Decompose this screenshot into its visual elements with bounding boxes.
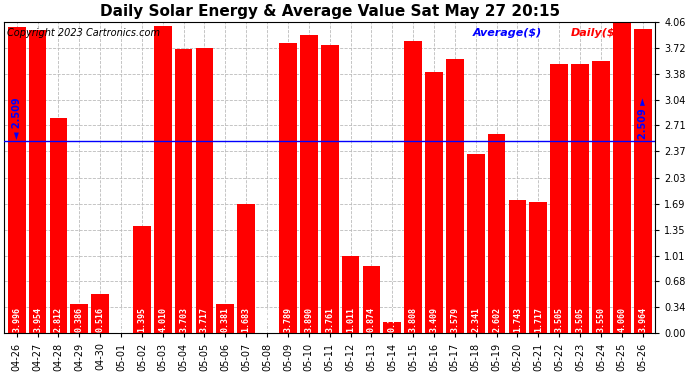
Bar	[154, 26, 172, 333]
Text: 3.890: 3.890	[304, 307, 313, 332]
Bar	[529, 202, 547, 333]
Bar	[384, 322, 401, 333]
Text: 3.579: 3.579	[451, 307, 460, 332]
Bar	[321, 45, 339, 333]
Text: 0.386: 0.386	[75, 307, 83, 332]
Text: 3.761: 3.761	[325, 307, 334, 332]
Text: 3.550: 3.550	[596, 307, 605, 332]
Text: 2.341: 2.341	[471, 307, 480, 332]
Bar	[592, 61, 610, 333]
Bar	[613, 22, 631, 333]
Bar	[509, 200, 526, 333]
Text: 4.010: 4.010	[158, 307, 167, 332]
Bar	[237, 204, 255, 333]
Bar	[50, 117, 68, 333]
Text: 3.703: 3.703	[179, 307, 188, 332]
Bar	[342, 256, 359, 333]
Text: 3.964: 3.964	[638, 307, 647, 332]
Text: 1.717: 1.717	[534, 307, 543, 332]
Bar	[175, 49, 193, 333]
Text: 3.789: 3.789	[284, 307, 293, 332]
Bar	[195, 48, 213, 333]
Bar	[551, 64, 568, 333]
Bar	[8, 27, 26, 333]
Text: 2.602: 2.602	[492, 307, 501, 332]
Bar	[446, 58, 464, 333]
Text: 1.683: 1.683	[241, 307, 250, 332]
Bar	[467, 154, 484, 333]
Bar	[488, 134, 506, 333]
Text: Daily($): Daily($)	[571, 28, 620, 38]
Bar	[362, 266, 380, 333]
Text: 3.954: 3.954	[33, 307, 42, 332]
Text: 0.874: 0.874	[367, 307, 376, 332]
Title: Daily Solar Energy & Average Value Sat May 27 20:15: Daily Solar Energy & Average Value Sat M…	[99, 4, 560, 19]
Text: Average($): Average($)	[473, 28, 542, 38]
Text: 0.381: 0.381	[221, 307, 230, 332]
Text: 3.717: 3.717	[200, 307, 209, 332]
Text: Copyright 2023 Cartronics.com: Copyright 2023 Cartronics.com	[8, 28, 160, 38]
Bar	[70, 304, 88, 333]
Text: 4.060: 4.060	[618, 307, 627, 332]
Bar	[404, 41, 422, 333]
Text: 3.505: 3.505	[575, 307, 584, 332]
Bar	[300, 35, 317, 333]
Bar	[29, 30, 46, 333]
Text: 0.003: 0.003	[263, 307, 272, 332]
Text: 0.516: 0.516	[96, 307, 105, 332]
Text: 1.395: 1.395	[137, 307, 146, 332]
Bar	[217, 304, 234, 333]
Bar	[279, 42, 297, 333]
Bar	[133, 226, 150, 333]
Text: 1.743: 1.743	[513, 307, 522, 332]
Text: 3.409: 3.409	[429, 307, 439, 332]
Bar	[425, 72, 443, 333]
Text: 1.011: 1.011	[346, 307, 355, 332]
Text: 3.808: 3.808	[408, 307, 417, 332]
Text: 3.996: 3.996	[12, 307, 21, 332]
Text: 2.812: 2.812	[54, 307, 63, 332]
Bar	[91, 294, 109, 333]
Text: ◄ 2.509: ◄ 2.509	[12, 98, 21, 139]
Text: 3.505: 3.505	[555, 307, 564, 332]
Text: 0.000: 0.000	[117, 307, 126, 332]
Bar	[571, 64, 589, 333]
Bar	[634, 29, 651, 333]
Text: 0.147: 0.147	[388, 307, 397, 332]
Text: 2.509 ►: 2.509 ►	[638, 98, 648, 139]
